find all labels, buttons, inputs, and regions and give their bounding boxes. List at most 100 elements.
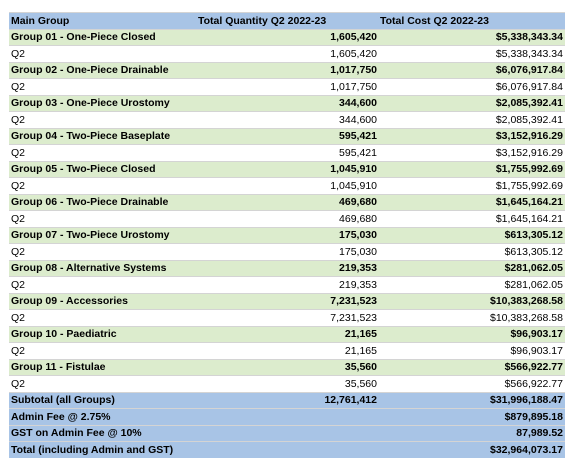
cell-label[interactable]: Q2 bbox=[9, 375, 193, 392]
cell-quantity[interactable]: 344,600 bbox=[193, 111, 379, 128]
cell-label[interactable]: Group 03 - One-Piece Urostomy bbox=[9, 94, 193, 112]
cell-quantity[interactable]: 12,761,412 bbox=[193, 391, 379, 409]
cell-quantity[interactable] bbox=[193, 408, 379, 425]
quarter-row: Q2 35,560 $566,922.77 bbox=[9, 375, 565, 392]
group-row: Group 11 - Fistulae 35,560 $566,922.77 bbox=[9, 358, 565, 376]
cell-quantity[interactable]: 595,421 bbox=[193, 144, 379, 161]
cell-label[interactable]: Q2 bbox=[9, 276, 193, 293]
cell-label[interactable]: Q2 bbox=[9, 309, 193, 326]
cell-label[interactable]: Q2 bbox=[9, 210, 193, 227]
cell-label[interactable]: Group 06 - Two-Piece Drainable bbox=[9, 193, 193, 211]
cell-cost[interactable]: $2,085,392.41 bbox=[379, 111, 565, 128]
quarter-row: Q2 1,045,910 $1,755,992.69 bbox=[9, 177, 565, 194]
cell-quantity[interactable]: 595,421 bbox=[193, 127, 379, 145]
cell-label[interactable]: GST on Admin Fee @ 10% bbox=[9, 424, 193, 442]
summary-table: Main Group Total Quantity Q2 2022-23 Tot… bbox=[9, 12, 565, 458]
total-row: Admin Fee @ 2.75% $879,895.18 bbox=[9, 408, 565, 425]
total-row: GST on Admin Fee @ 10% 87,989.52 bbox=[9, 424, 565, 442]
cell-cost[interactable]: $6,076,917.84 bbox=[379, 61, 565, 79]
cell-label[interactable]: Group 08 - Alternative Systems bbox=[9, 259, 193, 277]
cell-cost[interactable]: $10,383,268.58 bbox=[379, 292, 565, 310]
cell-cost[interactable]: $6,076,917.84 bbox=[379, 78, 565, 95]
cell-quantity[interactable]: 219,353 bbox=[193, 259, 379, 277]
cell-cost[interactable]: 87,989.52 bbox=[379, 424, 565, 442]
cell-quantity[interactable]: 344,600 bbox=[193, 94, 379, 112]
cell-quantity[interactable]: 35,560 bbox=[193, 375, 379, 392]
cell-quantity[interactable]: 7,231,523 bbox=[193, 292, 379, 310]
cell-cost[interactable]: $3,152,916.29 bbox=[379, 127, 565, 145]
cell-label[interactable]: Group 09 - Accessories bbox=[9, 292, 193, 310]
header-total-quantity[interactable]: Total Quantity Q2 2022-23 bbox=[193, 12, 379, 29]
cell-cost[interactable]: $31,996,188.47 bbox=[379, 391, 565, 409]
cell-label[interactable]: Group 02 - One-Piece Drainable bbox=[9, 61, 193, 79]
cell-label[interactable]: Subtotal (all Groups) bbox=[9, 391, 193, 409]
cell-cost[interactable]: $1,755,992.69 bbox=[379, 177, 565, 194]
group-row: Group 09 - Accessories 7,231,523 $10,383,2… bbox=[9, 292, 565, 310]
cell-quantity[interactable] bbox=[193, 424, 379, 442]
quarter-row: Q2 469,680 $1,645,164.21 bbox=[9, 210, 565, 227]
cell-quantity[interactable]: 1,017,750 bbox=[193, 61, 379, 79]
cell-label[interactable]: Group 05 - Two-Piece Closed bbox=[9, 160, 193, 178]
cell-cost[interactable]: $613,305.12 bbox=[379, 243, 565, 260]
cell-quantity[interactable]: 175,030 bbox=[193, 243, 379, 260]
cell-label[interactable]: Q2 bbox=[9, 111, 193, 128]
cell-quantity[interactable]: 175,030 bbox=[193, 226, 379, 244]
cell-quantity[interactable]: 35,560 bbox=[193, 358, 379, 376]
cell-label[interactable]: Q2 bbox=[9, 78, 193, 95]
cell-label[interactable]: Admin Fee @ 2.75% bbox=[9, 408, 193, 425]
cell-label[interactable]: Q2 bbox=[9, 144, 193, 161]
cell-cost[interactable]: $281,062.05 bbox=[379, 259, 565, 277]
cell-quantity[interactable]: 219,353 bbox=[193, 276, 379, 293]
cell-cost[interactable]: $566,922.77 bbox=[379, 358, 565, 376]
cell-quantity[interactable]: 21,165 bbox=[193, 342, 379, 359]
cell-cost[interactable]: $2,085,392.41 bbox=[379, 94, 565, 112]
cell-cost[interactable]: $1,645,164.21 bbox=[379, 193, 565, 211]
cell-cost[interactable]: $879,895.18 bbox=[379, 408, 565, 425]
cell-quantity[interactable]: 21,165 bbox=[193, 325, 379, 343]
cell-cost[interactable]: $3,152,916.29 bbox=[379, 144, 565, 161]
cell-cost[interactable]: $10,383,268.58 bbox=[379, 309, 565, 326]
cell-quantity[interactable] bbox=[193, 441, 379, 458]
cell-cost[interactable]: $1,645,164.21 bbox=[379, 210, 565, 227]
cell-cost[interactable]: $32,964,073.17 bbox=[379, 441, 565, 458]
cell-quantity[interactable]: 469,680 bbox=[193, 210, 379, 227]
quarter-row: Q2 1,017,750 $6,076,917.84 bbox=[9, 78, 565, 95]
group-row: Group 06 - Two-Piece Drainable 469,680 $1,… bbox=[9, 193, 565, 211]
cell-cost[interactable]: $281,062.05 bbox=[379, 276, 565, 293]
cell-label[interactable]: Group 07 - Two-Piece Urostomy bbox=[9, 226, 193, 244]
cell-quantity[interactable]: 469,680 bbox=[193, 193, 379, 211]
cell-quantity[interactable]: 1,605,420 bbox=[193, 45, 379, 62]
cell-quantity[interactable]: 1,045,910 bbox=[193, 177, 379, 194]
cell-cost[interactable]: $96,903.17 bbox=[379, 325, 565, 343]
cell-label[interactable]: Group 10 - Paediatric bbox=[9, 325, 193, 343]
cell-label[interactable]: Total (including Admin and GST) bbox=[9, 441, 193, 458]
cell-label[interactable]: Group 04 - Two-Piece Baseplate bbox=[9, 127, 193, 145]
group-row: Group 07 - Two-Piece Urostomy 175,030 $613… bbox=[9, 226, 565, 244]
cell-cost[interactable]: $5,338,343.34 bbox=[379, 28, 565, 46]
cell-cost[interactable]: $5,338,343.34 bbox=[379, 45, 565, 62]
cell-label[interactable]: Q2 bbox=[9, 177, 193, 194]
cell-quantity[interactable]: 1,017,750 bbox=[193, 78, 379, 95]
header-main-group[interactable]: Main Group bbox=[9, 12, 193, 29]
quarter-row: Q2 7,231,523 $10,383,268.58 bbox=[9, 309, 565, 326]
cell-quantity[interactable]: 1,605,420 bbox=[193, 28, 379, 46]
quarter-row: Q2 175,030 $613,305.12 bbox=[9, 243, 565, 260]
cell-cost[interactable]: $96,903.17 bbox=[379, 342, 565, 359]
cell-cost[interactable]: $1,755,992.69 bbox=[379, 160, 565, 178]
quarter-row: Q2 219,353 $281,062.05 bbox=[9, 276, 565, 293]
cell-label[interactable]: Group 11 - Fistulae bbox=[9, 358, 193, 376]
cell-label[interactable]: Q2 bbox=[9, 45, 193, 62]
cell-label[interactable]: Q2 bbox=[9, 342, 193, 359]
cell-label[interactable]: Group 01 - One-Piece Closed bbox=[9, 28, 193, 46]
spreadsheet: Main Group Total Quantity Q2 2022-23 Tot… bbox=[9, 12, 565, 458]
cell-cost[interactable]: $566,922.77 bbox=[379, 375, 565, 392]
table-body: Group 01 - One-Piece Closed 1,605,420 $5,3… bbox=[9, 28, 565, 458]
cell-quantity[interactable]: 7,231,523 bbox=[193, 309, 379, 326]
header-row: Main Group Total Quantity Q2 2022-23 Tot… bbox=[9, 12, 565, 29]
header-total-cost[interactable]: Total Cost Q2 2022-23 bbox=[379, 12, 565, 29]
cell-label[interactable]: Q2 bbox=[9, 243, 193, 260]
cell-quantity[interactable]: 1,045,910 bbox=[193, 160, 379, 178]
quarter-row: Q2 1,605,420 $5,338,343.34 bbox=[9, 45, 565, 62]
cell-cost[interactable]: $613,305.12 bbox=[379, 226, 565, 244]
group-row: Group 02 - One-Piece Drainable 1,017,750 $… bbox=[9, 61, 565, 79]
